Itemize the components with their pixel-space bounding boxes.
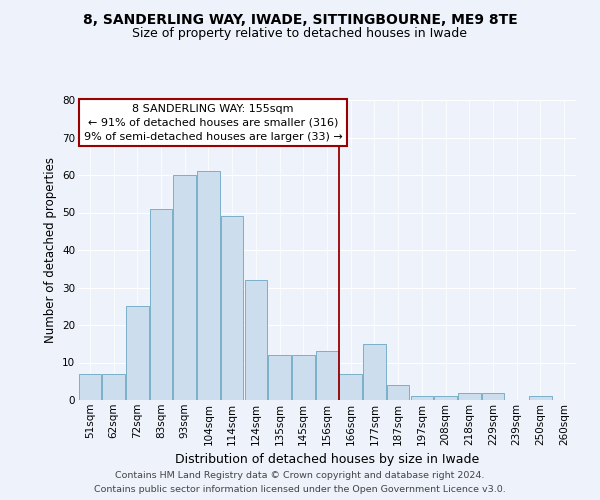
Bar [197,171,220,400]
Bar [268,355,291,400]
Y-axis label: Number of detached properties: Number of detached properties [44,157,56,343]
Bar [482,392,504,400]
Bar [410,396,433,400]
Bar [292,355,314,400]
Text: 8, SANDERLING WAY, IWADE, SITTINGBOURNE, ME9 8TE: 8, SANDERLING WAY, IWADE, SITTINGBOURNE,… [83,12,517,26]
Text: Contains public sector information licensed under the Open Government Licence v3: Contains public sector information licen… [94,484,506,494]
X-axis label: Distribution of detached houses by size in Iwade: Distribution of detached houses by size … [175,453,479,466]
Bar [245,280,267,400]
Bar [150,209,172,400]
Bar [458,392,481,400]
Bar [173,175,196,400]
Bar [79,374,101,400]
Bar [340,374,362,400]
Text: Size of property relative to detached houses in Iwade: Size of property relative to detached ho… [133,28,467,40]
Bar [387,385,409,400]
Bar [529,396,551,400]
Bar [126,306,149,400]
Bar [363,344,386,400]
Text: Contains HM Land Registry data © Crown copyright and database right 2024.: Contains HM Land Registry data © Crown c… [115,472,485,480]
Text: 8 SANDERLING WAY: 155sqm
← 91% of detached houses are smaller (316)
9% of semi-d: 8 SANDERLING WAY: 155sqm ← 91% of detach… [84,104,343,142]
Bar [221,216,244,400]
Bar [316,351,338,400]
Bar [103,374,125,400]
Bar [434,396,457,400]
